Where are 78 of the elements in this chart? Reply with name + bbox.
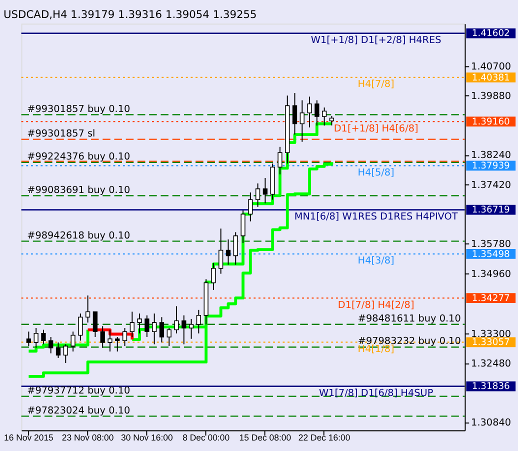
ref-line-label: #97823024 buy 0.10 xyxy=(27,405,130,416)
candlestick xyxy=(115,336,120,352)
candlestick xyxy=(26,331,32,347)
candlestick xyxy=(188,318,194,340)
candlestick xyxy=(100,326,105,348)
ref-line-label: #99224376 buy 0.10 xyxy=(27,152,130,163)
y-tick-label: 1.36719 xyxy=(472,204,510,216)
candlestick xyxy=(159,316,164,343)
y-tick-label: 1.34960 xyxy=(471,268,512,280)
x-tick-label: 22 Dec 16:00 xyxy=(298,432,350,442)
candlestick xyxy=(292,92,298,136)
x-tick-label: 8 Dec 00:00 xyxy=(182,432,230,442)
candlestick xyxy=(329,115,334,126)
candlestick xyxy=(108,329,112,352)
y-tick-label: 1.37420 xyxy=(471,180,512,191)
ref-line-label: #98481611 buy 0.10 xyxy=(358,313,461,324)
ref-line-label: D1[+1/8] H4[6/8] xyxy=(334,123,418,134)
ref-line-label: H4[7/8] xyxy=(358,79,394,90)
y-tick-label: 1.34277 xyxy=(472,292,510,304)
candlestick xyxy=(78,313,83,342)
candlestick xyxy=(307,96,312,128)
candlestick xyxy=(218,228,224,274)
chart-title: USDCAD,H4 1.39179 1.39316 1.39054 1.39255 xyxy=(4,8,257,21)
y-tick-label: 1.33057 xyxy=(472,337,510,348)
candlestick xyxy=(240,210,246,244)
ref-line-label: W1[+1/8] D1[+2/8] H4RES xyxy=(310,34,442,46)
candlestick xyxy=(85,294,90,324)
candlestick xyxy=(144,314,150,338)
y-tick-label: 1.41602 xyxy=(472,28,510,40)
ref-line-label: H4[3/8] xyxy=(358,256,394,267)
y-tick-label: 1.31836 xyxy=(472,381,510,392)
y-tick-label: 1.38240 xyxy=(471,150,512,162)
y-tick-label: 1.39160 xyxy=(472,116,510,128)
candlestick xyxy=(48,336,54,354)
candlestick xyxy=(211,262,216,291)
x-tick-label: 30 Nov 16:00 xyxy=(121,432,173,442)
candlestick xyxy=(314,100,320,126)
ref-line-label: #99083691 buy 0.10 xyxy=(27,184,130,196)
candlestick xyxy=(92,311,98,338)
candlestick xyxy=(41,329,46,345)
ref-line-label: H4[5/8] xyxy=(358,167,394,178)
candlestick xyxy=(196,309,202,334)
candlestick xyxy=(182,314,186,345)
candlestick xyxy=(233,232,238,266)
candlestick xyxy=(300,100,304,142)
candlestick xyxy=(70,331,76,352)
ref-line-label: #97937712 buy 0.10 xyxy=(27,385,130,396)
candlestick xyxy=(63,344,68,364)
x-tick-label: 16 Nov 2015 xyxy=(4,432,54,442)
candlestick xyxy=(137,313,142,334)
ref-line-label: #99301857 sl xyxy=(27,128,96,140)
y-tick-label: 1.32480 xyxy=(471,358,512,370)
ref-line-label: #98942618 buy 0.10 xyxy=(27,230,130,242)
candlestick xyxy=(152,313,157,345)
y-tick-label: 1.40381 xyxy=(472,72,510,84)
candlestick xyxy=(226,238,231,266)
candlestick xyxy=(122,328,128,347)
candlestick xyxy=(174,306,179,334)
y-tick-label: 1.30840 xyxy=(471,418,512,429)
y-tick-label: 1.39880 xyxy=(471,90,512,102)
ref-line-label: #99301857 buy 0.10 xyxy=(27,104,130,115)
ref-line-label: D1[7/8] H4[2/8] xyxy=(338,300,414,311)
y-tick-label: 1.37939 xyxy=(472,160,510,172)
candlestick xyxy=(130,311,134,338)
x-tick-label: 23 Nov 08:00 xyxy=(62,432,114,442)
candlestick xyxy=(56,342,61,358)
candlestick xyxy=(34,328,38,348)
y-tick-label: 1.40700 xyxy=(471,61,512,72)
candlestick xyxy=(322,107,327,126)
y-tick-label: 1.35498 xyxy=(472,248,510,260)
y-tick-label: 1.35780 xyxy=(471,239,512,250)
candlestick xyxy=(278,146,282,175)
candlestick xyxy=(166,328,172,347)
candlestick xyxy=(255,182,260,208)
candlestick xyxy=(262,177,268,204)
x-tick-label: 15 Dec 08:00 xyxy=(239,432,292,442)
candlestick xyxy=(248,192,253,222)
ref-line-label: MN1[6/8] W1RES D1RES H4PIVOT xyxy=(294,212,458,222)
